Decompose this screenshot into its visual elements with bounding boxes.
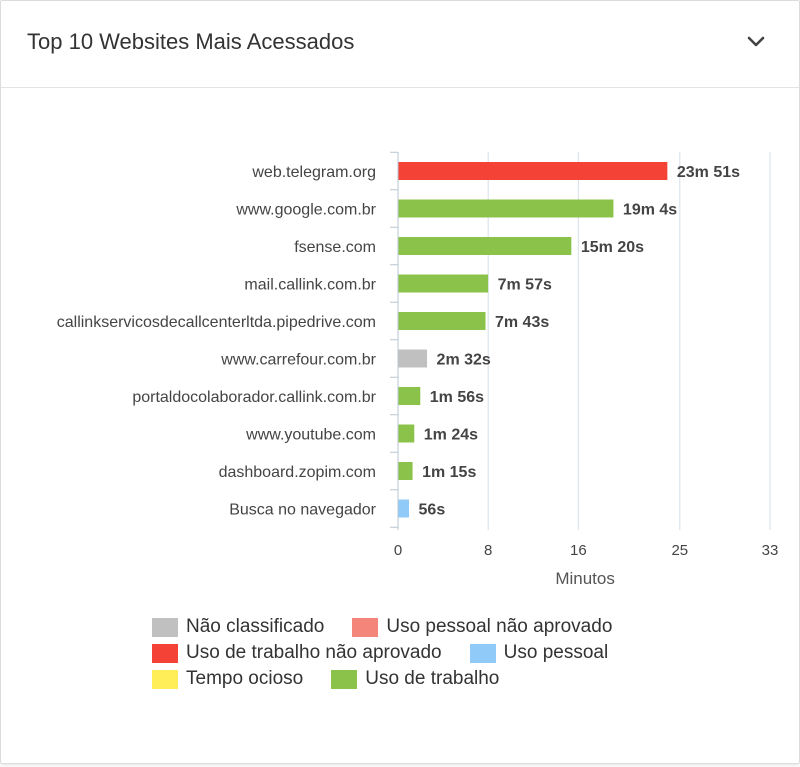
- bar: [398, 312, 486, 330]
- x-tick-label: 8: [484, 542, 492, 559]
- category-label: www.carrefour.com.br: [220, 352, 376, 369]
- bar: [398, 499, 410, 518]
- bar: [398, 424, 415, 443]
- bar: [398, 349, 428, 368]
- legend-item[interactable]: Uso pessoal não aprovado: [352, 616, 612, 638]
- category-label: mail.callink.com.br: [244, 277, 376, 294]
- x-tick-label: 25: [671, 542, 688, 559]
- bar: [398, 162, 668, 180]
- bar-chart: web.telegram.org 23m 51s www.google.com.br…: [57, 151, 779, 588]
- data-label: 2m 32s: [437, 352, 491, 369]
- legend-swatch: [152, 643, 178, 663]
- legend-label: Não classificado: [186, 616, 325, 637]
- data-label: 56s: [419, 502, 446, 519]
- legend-label: Tempo ocioso: [186, 668, 304, 689]
- category-label: portaldocolaborador.callink.com.br: [132, 389, 376, 406]
- legend-item[interactable]: Uso pessoal: [469, 642, 609, 664]
- data-label: 1m 56s: [430, 389, 484, 406]
- bar: [398, 199, 614, 218]
- bar: [398, 387, 421, 405]
- card-header: Top 10 Websites Mais Acessados: [1, 1, 799, 88]
- legend-label: Uso de trabalho não aprovado: [186, 642, 442, 663]
- legend-item[interactable]: Não classificado: [152, 616, 324, 638]
- data-label: 1m 24s: [424, 427, 478, 444]
- data-label: 15m 20s: [581, 239, 644, 256]
- x-tick-label: 33: [762, 542, 779, 559]
- legend-item[interactable]: Uso de trabalho não aprovado: [152, 642, 442, 664]
- bar: [398, 462, 413, 480]
- x-axis-title: Minutos: [555, 569, 615, 588]
- category-label: Busca no navegador: [229, 502, 376, 519]
- bar: [398, 274, 489, 293]
- bar: [398, 237, 572, 255]
- chevron-down-icon: [747, 36, 765, 47]
- legend-item[interactable]: Tempo ocioso: [152, 668, 303, 690]
- legend-item[interactable]: Uso de trabalho: [331, 668, 499, 690]
- legend-swatch: [469, 643, 496, 663]
- data-label: 1m 15s: [422, 464, 476, 481]
- collapse-button[interactable]: [741, 27, 771, 57]
- x-tick-label: 0: [394, 542, 402, 559]
- chart-legend: Não classificado Uso pessoal não aprovado…: [152, 614, 712, 692]
- data-label: 19m 4s: [623, 202, 677, 219]
- category-label: callinkservicosdecallcenterltda.pipedriv…: [57, 314, 376, 331]
- legend-row: Tempo ocioso Uso de trabalho: [152, 666, 712, 692]
- legend-swatch: [152, 669, 178, 689]
- legend-label: Uso pessoal não aprovado: [386, 616, 613, 637]
- legend-swatch: [352, 617, 379, 637]
- category-label: www.youtube.com: [245, 427, 376, 444]
- legend-row: Uso de trabalho não aprovado Uso pessoal: [152, 640, 712, 666]
- card-title: Top 10 Websites Mais Acessados: [27, 29, 355, 54]
- legend-row: Não classificado Uso pessoal não aprovado: [152, 614, 712, 640]
- data-label: 7m 43s: [495, 314, 549, 331]
- legend-label: Uso de trabalho: [365, 668, 500, 689]
- data-label: 23m 51s: [677, 164, 740, 181]
- x-tick-label: 16: [570, 542, 587, 559]
- data-label: 7m 57s: [498, 277, 552, 294]
- category-label: www.google.com.br: [235, 202, 376, 219]
- category-label: web.telegram.org: [251, 164, 376, 181]
- category-label: dashboard.zopim.com: [219, 464, 376, 481]
- legend-swatch: [152, 617, 178, 637]
- category-label: fsense.com: [294, 239, 376, 256]
- legend-swatch: [331, 669, 358, 689]
- legend-label: Uso pessoal: [503, 642, 609, 663]
